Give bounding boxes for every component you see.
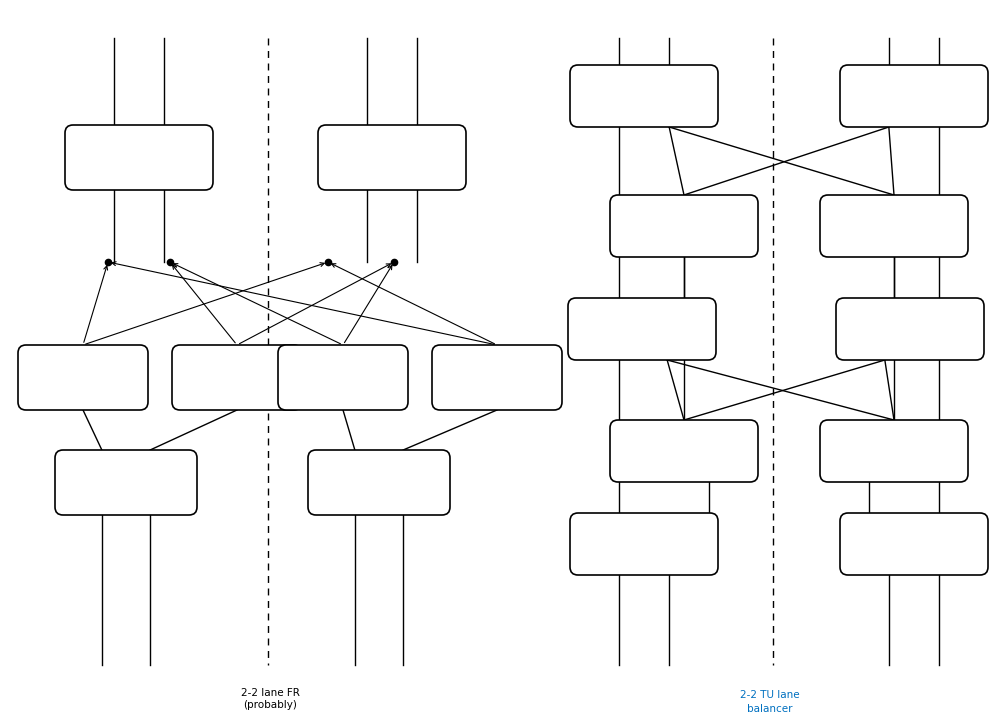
FancyBboxPatch shape: [568, 298, 716, 360]
FancyBboxPatch shape: [570, 65, 718, 127]
FancyBboxPatch shape: [55, 450, 197, 515]
FancyBboxPatch shape: [570, 513, 718, 575]
FancyBboxPatch shape: [840, 65, 988, 127]
FancyBboxPatch shape: [610, 420, 758, 482]
FancyBboxPatch shape: [610, 195, 758, 257]
FancyBboxPatch shape: [318, 125, 466, 190]
FancyBboxPatch shape: [278, 345, 408, 410]
FancyBboxPatch shape: [65, 125, 213, 190]
FancyBboxPatch shape: [308, 450, 450, 515]
FancyBboxPatch shape: [18, 345, 148, 410]
Text: 2-2 TU lane: 2-2 TU lane: [740, 690, 800, 700]
FancyBboxPatch shape: [432, 345, 562, 410]
FancyBboxPatch shape: [820, 420, 968, 482]
Text: balancer: balancer: [747, 704, 793, 714]
FancyBboxPatch shape: [820, 195, 968, 257]
FancyBboxPatch shape: [172, 345, 302, 410]
Text: 2-2 lane FR
(probably): 2-2 lane FR (probably): [240, 688, 299, 709]
FancyBboxPatch shape: [840, 513, 988, 575]
FancyBboxPatch shape: [836, 298, 984, 360]
